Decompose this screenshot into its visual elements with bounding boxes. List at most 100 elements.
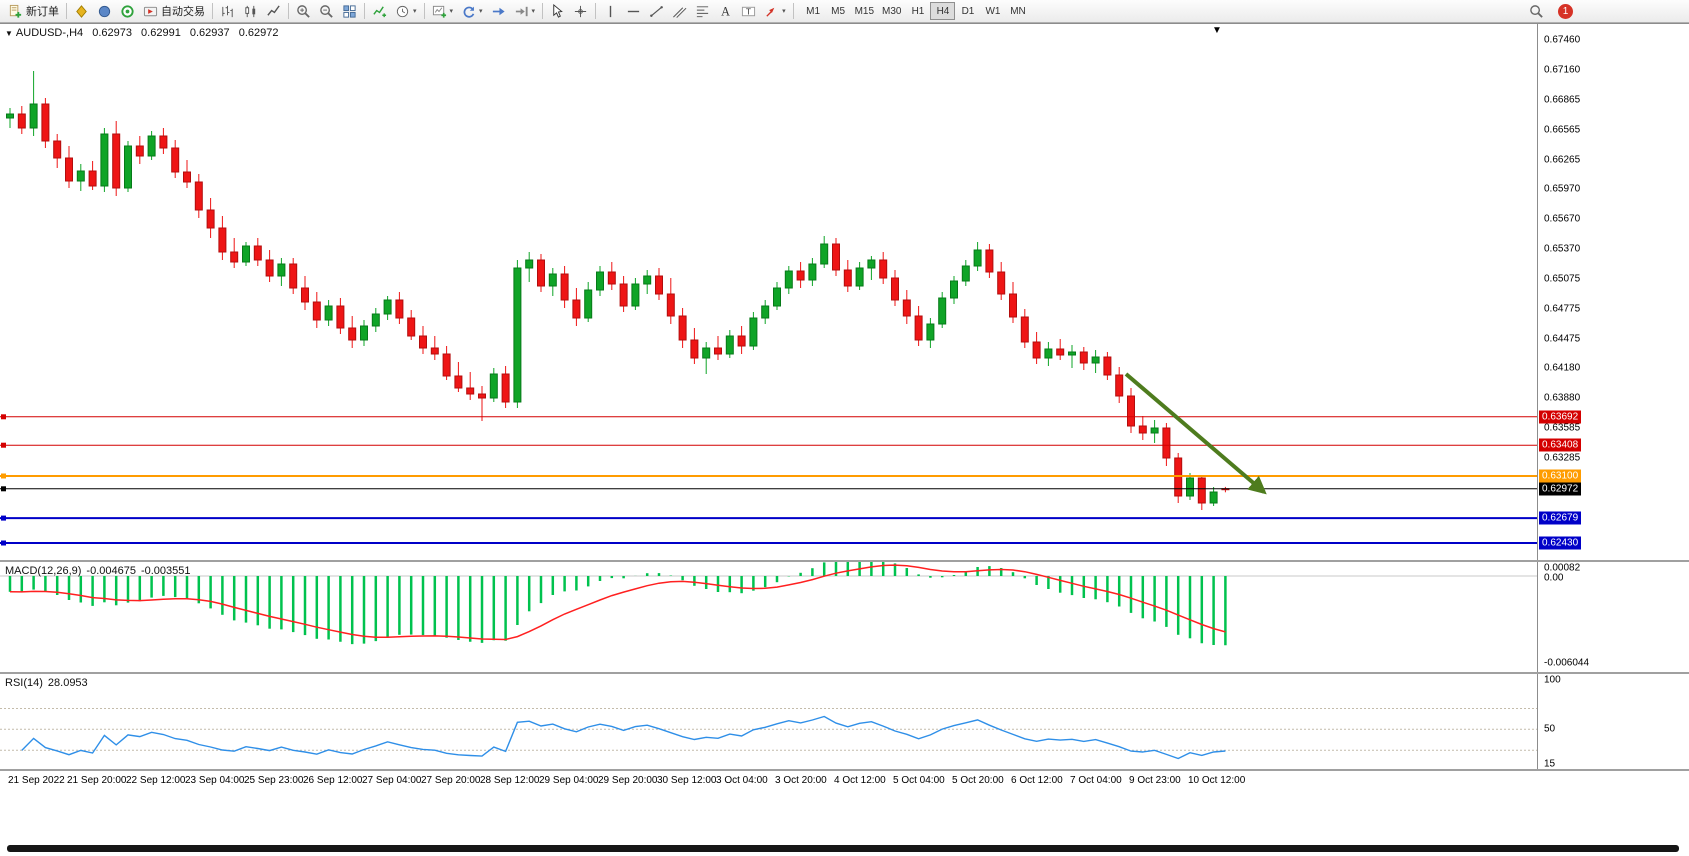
- crosshair-button[interactable]: [569, 1, 592, 21]
- chart-shift-icon: [514, 4, 529, 19]
- toolbar-separator: [595, 3, 597, 19]
- time-axis-label: 21 Sep 2022: [8, 775, 65, 786]
- toolbar-separator: [288, 3, 289, 19]
- new-order-button[interactable]: 新订单: [4, 1, 63, 21]
- channel-button[interactable]: [668, 1, 691, 21]
- new-chart-button[interactable]: ▾: [428, 1, 458, 21]
- time-axis-label: 21 Sep 20:00: [67, 775, 127, 786]
- chart-shift-marker-icon[interactable]: ▼: [1212, 25, 1222, 36]
- rsi-axis: 100 50 15: [1537, 674, 1689, 769]
- auto-scroll-button[interactable]: [487, 1, 510, 21]
- price-axis-label: 0.66265: [1544, 154, 1581, 165]
- chart-shift-button[interactable]: ▾: [510, 1, 540, 21]
- macd-axis-zero: 0.00: [1544, 572, 1564, 584]
- trendline-button[interactable]: [645, 1, 668, 21]
- time-axis-label: 26 Sep 12:00: [303, 775, 363, 786]
- rsi-axis-top: 100: [1544, 674, 1561, 686]
- price-level-badge[interactable]: 0.62679: [1539, 511, 1582, 525]
- price-level-badge[interactable]: 0.63692: [1539, 410, 1582, 424]
- price-chart-pane[interactable]: ▼ AUDUSD-,H4 0.62973 0.62991 0.62937 0.62…: [0, 24, 1689, 560]
- toolbar-right: 1: [1525, 1, 1573, 21]
- periods-icon: [395, 4, 410, 19]
- timeframe-m15[interactable]: M15: [851, 2, 878, 20]
- fibonacci-button[interactable]: [691, 1, 714, 21]
- text-icon: A: [718, 4, 733, 19]
- rsi-name: RSI(14): [5, 677, 43, 689]
- toolbar-separator: [792, 3, 794, 19]
- price-axis-label: 0.65670: [1544, 213, 1581, 225]
- trendline-icon: [649, 4, 664, 19]
- rsi-pane[interactable]: RSI(14) 28.0953 100 50 15: [0, 672, 1689, 769]
- arrows-button[interactable]: ▾: [760, 1, 790, 21]
- time-axis-label: 5 Oct 04:00: [893, 775, 945, 786]
- label-button[interactable]: T: [737, 1, 760, 21]
- price-level-badge[interactable]: 0.63100: [1539, 469, 1582, 483]
- rsi-canvas[interactable]: [0, 674, 1537, 769]
- vertical-line-button[interactable]: [599, 1, 622, 21]
- macd-axis-max: 0.00082: [1544, 562, 1581, 574]
- time-axis-label: 4 Oct 12:00: [834, 775, 886, 786]
- chart-symbol-header: ▼ AUDUSD-,H4 0.62973 0.62991 0.62937 0.62…: [5, 27, 278, 39]
- timeframe-h4[interactable]: H4: [930, 2, 956, 20]
- profiles-button[interactable]: ▾: [457, 1, 487, 21]
- price-axis-label: 0.64180: [1544, 362, 1581, 374]
- zoom-out-button[interactable]: [315, 1, 338, 21]
- periods-button[interactable]: ▾: [391, 1, 421, 21]
- price-level-badge[interactable]: 0.62430: [1539, 536, 1582, 550]
- symbol-dropdown-icon[interactable]: ▼: [5, 29, 13, 38]
- time-axis[interactable]: 21 Sep 2022 21 Sep 20:00 22 Sep 12:00 23 Se…: [0, 769, 1689, 791]
- time-axis-label: 27 Sep 04:00: [362, 775, 422, 786]
- price-axis[interactable]: 0.67460 0.67160 0.66865 0.66565 0.66265 0.659…: [1537, 24, 1689, 560]
- cursor-button[interactable]: [546, 1, 569, 21]
- timeframe-d1[interactable]: D1: [955, 2, 980, 20]
- macd-pane[interactable]: MACD(12,26,9) -0.004675 -0.003551 0.00082 …: [0, 560, 1689, 672]
- bar-chart-button[interactable]: [216, 1, 239, 21]
- zoom-in-button[interactable]: [292, 1, 315, 21]
- market-button[interactable]: [93, 1, 116, 21]
- price-axis-label: 0.67460: [1544, 34, 1581, 46]
- horizontal-line-button[interactable]: [622, 1, 645, 21]
- rsi-label: RSI(14) 28.0953: [5, 677, 88, 689]
- timeframe-h1[interactable]: H1: [905, 2, 930, 20]
- price-axis-label: 0.65970: [1544, 183, 1581, 195]
- search-icon: [1529, 4, 1544, 19]
- text-button[interactable]: A: [714, 1, 737, 21]
- notification-badge[interactable]: 1: [1558, 3, 1573, 19]
- horizontal-line-icon: [626, 4, 641, 19]
- timeframe-mn[interactable]: MN: [1005, 2, 1030, 20]
- price-chart-canvas[interactable]: [0, 24, 1537, 560]
- timeframe-m5[interactable]: M5: [826, 2, 851, 20]
- price-axis-label: 0.63285: [1544, 452, 1581, 463]
- toolbox-button[interactable]: [70, 1, 93, 21]
- horizontal-scrollbar[interactable]: [7, 845, 1679, 852]
- time-axis-label: 28 Sep 12:00: [480, 775, 540, 786]
- label-icon: T: [741, 4, 756, 19]
- macd-canvas[interactable]: [0, 562, 1537, 672]
- price-axis-label: 0.66865: [1544, 94, 1581, 105]
- toolbar-separator: [542, 3, 544, 19]
- time-axis-label: 29 Sep 20:00: [598, 775, 658, 786]
- time-axis-label: 3 Oct 04:00: [716, 775, 768, 786]
- line-chart-button[interactable]: [262, 1, 285, 21]
- community-icon: [120, 4, 135, 19]
- auto-trading-button[interactable]: 自动交易: [139, 1, 209, 21]
- price-level-badge[interactable]: 0.63408: [1539, 438, 1582, 452]
- tile-windows-button[interactable]: [338, 1, 361, 21]
- time-axis-label: 6 Oct 12:00: [1011, 775, 1063, 786]
- timeframe-m30[interactable]: M30: [878, 2, 905, 20]
- search-button[interactable]: [1525, 1, 1548, 21]
- timeframe-m1[interactable]: M1: [801, 2, 826, 20]
- candlestick-chart-button[interactable]: [239, 1, 262, 21]
- indicators-button[interactable]: [368, 1, 391, 21]
- time-axis-label: 27 Sep 20:00: [421, 775, 481, 786]
- macd-label: MACD(12,26,9) -0.004675 -0.003551: [5, 565, 191, 577]
- time-axis-label: 25 Sep 23:00: [244, 775, 304, 786]
- price-axis-label: 0.64475: [1544, 333, 1581, 344]
- price-level-badge[interactable]: 0.62972: [1539, 482, 1582, 496]
- toolbar-items: 新订单 自动交易 ▾ ▾ ▾ ▾ A T ▾: [4, 1, 797, 21]
- community-button[interactable]: [116, 1, 139, 21]
- time-axis-label: 22 Sep 12:00: [126, 775, 186, 786]
- zoom-out-icon: [319, 4, 334, 19]
- timeframe-w1[interactable]: W1: [980, 2, 1005, 20]
- time-axis-label: 3 Oct 20:00: [775, 775, 827, 786]
